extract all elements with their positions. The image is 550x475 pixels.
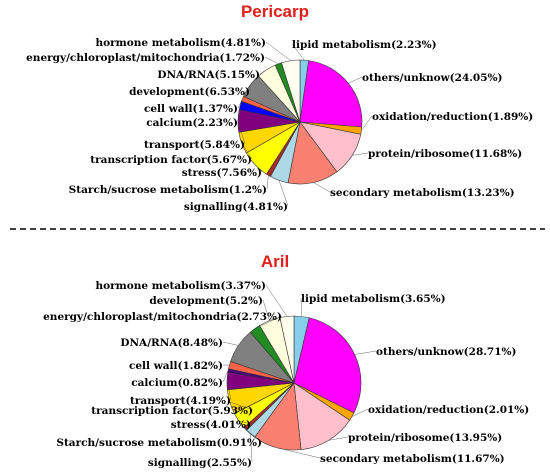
pericarp-leader-secondary-metabolism <box>313 182 331 193</box>
aril-slice-protein-ribosome <box>293 382 351 450</box>
pericarp-label-others-unknow: others/unknow(24.05%) <box>362 72 502 84</box>
aril-leader-development <box>262 299 270 321</box>
aril-leader-starch-sucrose-metabolism <box>245 428 263 443</box>
pericarp-pie <box>237 59 363 185</box>
pericarp-label-secondary-metabolism: secondary metabolism(13.23%) <box>330 187 515 199</box>
aril-leader-calcium <box>222 370 229 383</box>
pericarp-label-transport: transport(5.84%) <box>144 139 245 151</box>
pericarp-leader-lipid-metabolism <box>291 43 305 61</box>
pericarp-leader-signalling <box>278 180 289 207</box>
aril-leader-transcription-factor <box>229 401 254 411</box>
aril-title: Aril <box>261 252 289 271</box>
aril-leader-others-unknow <box>354 350 377 355</box>
aril-leader-oxidation-reduction <box>351 408 369 417</box>
aril-label-dna-rna: DNA/RNA(8.48%) <box>120 337 223 349</box>
pericarp-label-oxidation-reduction: oxidation/reduction(1.89%) <box>372 111 533 123</box>
aril-label-stress: stress(4.01%) <box>171 419 251 431</box>
pericarp-label-protein-ribosome: protein/ribosome(11.68%) <box>368 148 522 160</box>
aril-label-protein-ribosome: protein/ribosome(13.95%) <box>348 432 502 444</box>
aril-label-transcription-factor: transcription factor(5.93%) <box>91 405 253 417</box>
aril-leader-energy-chloroplast-mitochondria <box>254 315 283 329</box>
aril-leader-transport <box>226 380 232 401</box>
aril-label-signalling: signalling(2.55%) <box>148 457 252 469</box>
pericarp-slice-others-unknow <box>299 60 363 128</box>
pericarp-leader-starch-sucrose-metabolism <box>266 175 269 190</box>
pericarp-label-signalling: signalling(4.81%) <box>184 201 288 213</box>
pericarp-leader-dna-rna <box>259 69 267 75</box>
aril-leader-secondary-metabolism <box>276 447 321 459</box>
pericarp-label-development: development(6.53%) <box>129 86 250 98</box>
pericarp-label-lipid-metabolism: lipid metabolism(2.23%) <box>292 39 437 51</box>
aril-pie <box>226 315 362 451</box>
pericarp-leader-protein-ribosome <box>352 152 369 156</box>
pericarp-label-stress: stress(7.56%) <box>182 167 262 179</box>
pericarp-leader-hormone-metabolism <box>265 41 291 61</box>
pericarp-label-transcription-factor: transcription factor(5.67%) <box>90 154 252 166</box>
pericarp-leader-cell-wall <box>237 98 243 109</box>
aril-label-starch-sucrose-metabolism: Starch/sucrose metabolism(0.91%) <box>56 437 262 449</box>
aril-leader-stress <box>238 420 252 425</box>
aril-label-energy-chloroplast-mitochondria: energy/chloroplast/mitochondria(2.73%) <box>43 311 282 323</box>
pericarp-label-hormone-metabolism: hormone metabolism(4.81%) <box>95 37 266 49</box>
pericarp-leader-stress <box>254 164 263 173</box>
pericarp-leader-calcium <box>237 105 241 123</box>
aril-leader-hormone-metabolism <box>265 284 288 317</box>
aril-leader-signalling <box>250 433 253 463</box>
aril-leader-protein-ribosome <box>328 436 349 441</box>
pericarp-label-calcium: calcium(2.23%) <box>146 117 238 129</box>
aril-label-hormone-metabolism: hormone metabolism(3.37%) <box>95 280 266 292</box>
pericarp-leader-transport <box>237 120 246 145</box>
aril-label-oxidation-reduction: oxidation/reduction(2.01%) <box>368 404 529 416</box>
aril-labels: lipid metabolism(3.65%) others/unknow(28.… <box>43 280 529 469</box>
pericarp-label-cell-wall: cell wall(1.37%) <box>144 103 238 115</box>
aril-label-development: development(5.2%) <box>149 295 263 307</box>
pericarp-leader-oxidation-reduction <box>361 115 373 131</box>
pericarp-title: Pericarp <box>241 2 309 21</box>
pericarp-label-energy-chloroplast-mitochondria: energy/chloroplast/mitochondria(1.72%) <box>26 52 265 64</box>
pericarp-leader-others-unknow <box>348 76 363 84</box>
pericarp-labels: lipid metabolism(2.23%) others/unknow(24.… <box>26 37 533 213</box>
pericarp-label-starch-sucrose-metabolism: Starch/sucrose metabolism(1.2%) <box>69 184 267 196</box>
aril-label-secondary-metabolism: secondary metabolism(11.67%) <box>320 453 505 465</box>
pericarp-leader-transcription-factor <box>241 142 253 160</box>
aril-label-cell-wall: cell wall(1.82%) <box>129 360 223 372</box>
pericarp-leader-energy-chloroplast-mitochondria <box>264 56 279 65</box>
aril-label-transport: transport(4.19%) <box>130 395 231 407</box>
aril-leader-dna-rna <box>222 341 239 346</box>
aril-label-others-unknow: others/unknow(28.71%) <box>376 346 516 358</box>
aril-label-calcium: calcium(0.82%) <box>131 377 223 389</box>
aril-leader-lipid-metabolism <box>300 297 302 317</box>
pericarp-label-dna-rna: DNA/RNA(5.15%) <box>157 69 260 81</box>
aril-label-lipid-metabolism: lipid metabolism(3.65%) <box>301 293 446 305</box>
